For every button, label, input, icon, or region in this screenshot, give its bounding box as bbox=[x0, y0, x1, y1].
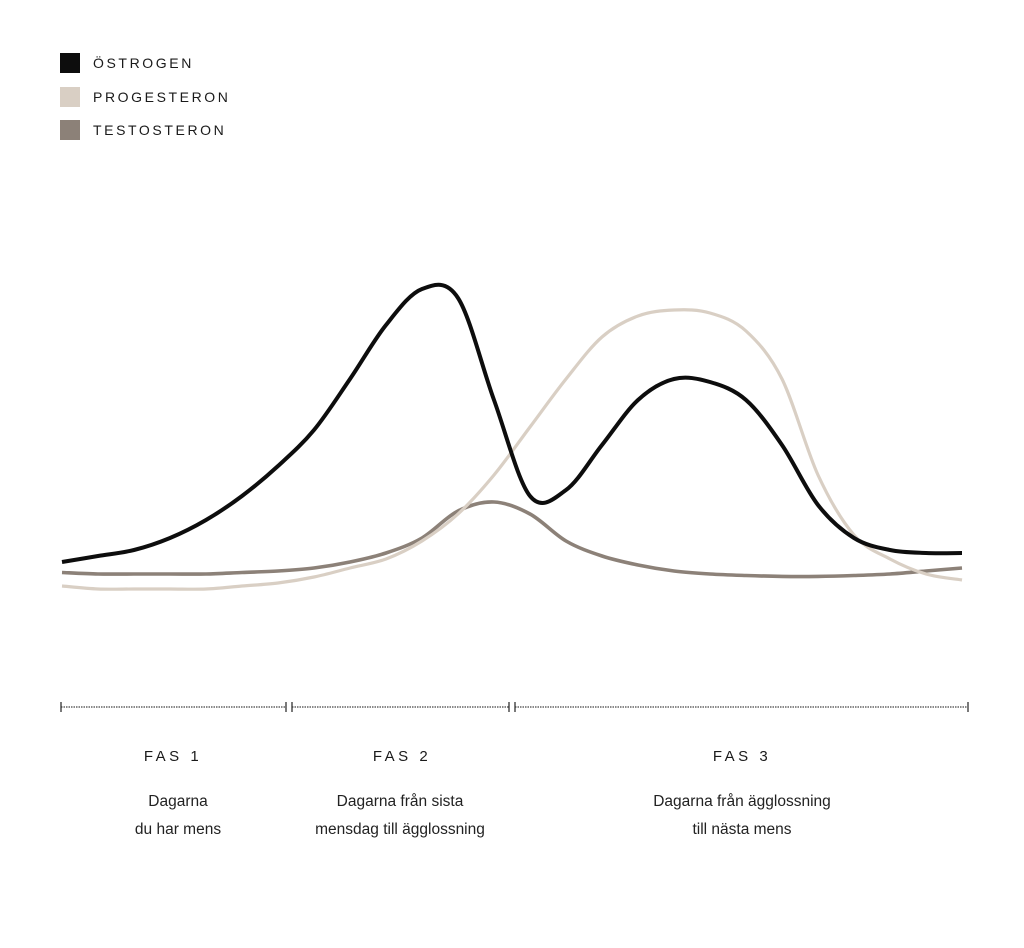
phase-3-desc-line-2: till nästa mens bbox=[692, 821, 792, 838]
phase-3-description: Dagarna från ägglossning till nästa mens bbox=[653, 788, 831, 844]
legend-label: PROGESTERON bbox=[93, 88, 231, 105]
legend: ÖSTROGEN PROGESTERON TESTOSTERON bbox=[60, 52, 231, 153]
legend-item-testosteron: TESTOSTERON bbox=[60, 119, 231, 141]
phase-2-title: FAS 2 bbox=[372, 748, 432, 765]
legend-item-progesteron: PROGESTERON bbox=[60, 86, 231, 108]
legend-swatch-testosteron bbox=[60, 120, 80, 140]
series-ostrogen-line bbox=[61, 282, 963, 564]
legend-swatch-ostrogen bbox=[60, 53, 80, 73]
legend-label: TESTOSTERON bbox=[93, 122, 227, 138]
phase-3-title: FAS 3 bbox=[712, 748, 772, 765]
phase-2-desc-line-1: Dagarna från sista bbox=[336, 793, 464, 810]
phase-1-description: Dagarna du har mens bbox=[135, 788, 221, 844]
legend-item-ostrogen: ÖSTROGEN bbox=[60, 52, 231, 74]
phase-2-description: Dagarna från sista mensdag till ägglossn… bbox=[315, 788, 485, 844]
legend-label: ÖSTROGEN bbox=[93, 55, 194, 71]
phase-1-desc-line-2: du har mens bbox=[134, 821, 222, 838]
phase-1-title: FAS 1 bbox=[143, 748, 203, 765]
series-progesteron-line bbox=[61, 308, 963, 591]
legend-swatch-progesteron bbox=[60, 86, 80, 107]
phase-1-desc-line-1: Dagarna bbox=[148, 793, 208, 810]
phase-timeline bbox=[60, 702, 969, 712]
phase-3-desc-line-1: Dagarna från ägglossning bbox=[653, 793, 831, 810]
phase-2-desc-line-2: mensdag till ägglossning bbox=[315, 821, 485, 838]
series-testosteron-line bbox=[61, 500, 963, 579]
